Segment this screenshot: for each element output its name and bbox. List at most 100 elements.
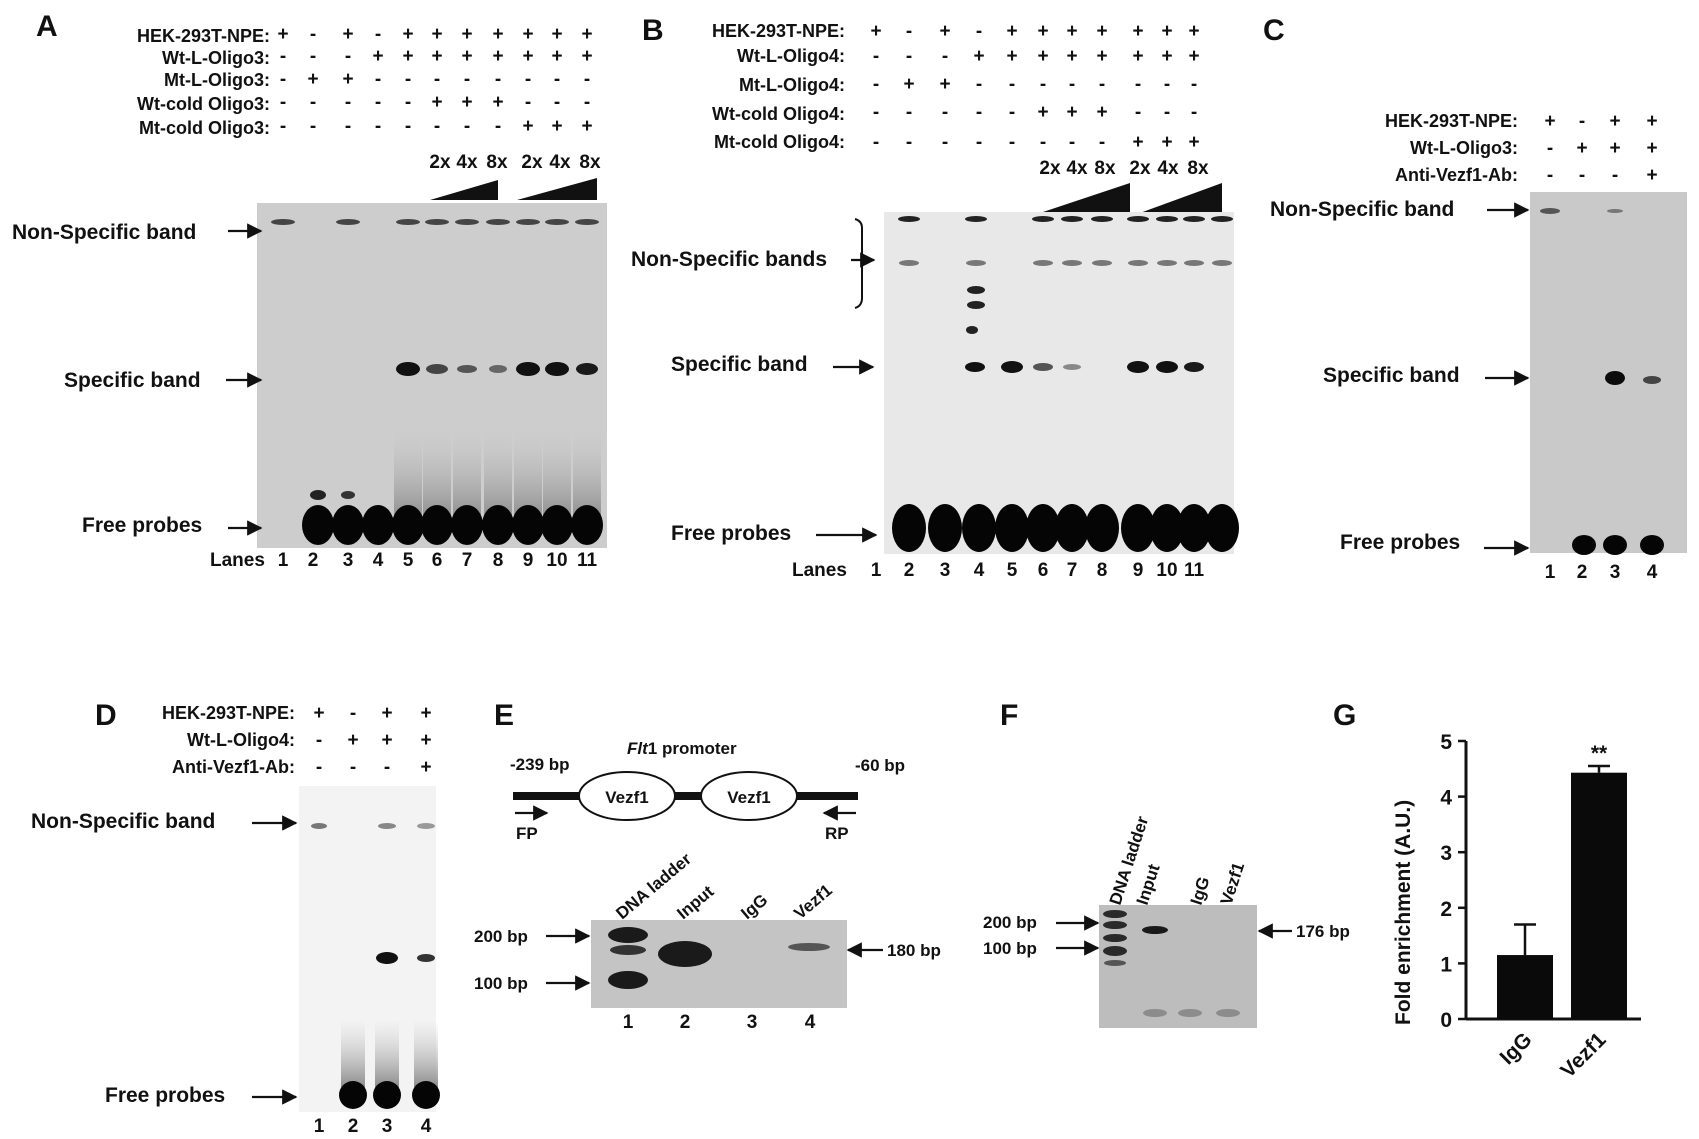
panel-d-condition-names: HEK-293T-NPE: Wt-L-Oligo4: Anti-Vezf1-Ab… [162,703,295,777]
lane-number: 4 [805,1012,816,1033]
promoter-title: Flt1 promoter [627,739,737,758]
lane-number: 11 [577,550,598,571]
lane-number: 5 [1007,560,1018,581]
lane-number: 2 [680,1012,691,1033]
gel-band [967,286,985,294]
gel-band [425,219,449,225]
dose-wedge [1140,183,1222,213]
condition-sign: + [420,730,431,751]
gel-band [1640,535,1664,555]
gel-band [1177,504,1211,552]
gel-band [892,504,926,552]
product-size: 180 bp [887,941,941,960]
gel-band [899,260,919,266]
condition-sign: + [1544,111,1555,132]
gel-band [898,216,920,222]
gel-band [336,219,360,225]
marker-label: 100 bp [474,974,528,993]
nonspecific-band-label: Non-Specific band [12,221,196,244]
gel-band [311,823,327,829]
gel-band [1212,260,1232,266]
gel-band [1032,216,1054,222]
gel-band [451,505,483,545]
condition-sign: - [1164,102,1170,123]
dose-label: 4x [456,152,478,173]
condition-sign: + [492,24,503,45]
condition-sign: - [464,69,470,90]
gel-band [341,491,355,499]
condition-sign: - [310,116,316,137]
lane-number: 4 [421,1116,432,1137]
condition-sign: + [461,24,472,45]
gel-band [455,219,479,225]
condition-sign: - [350,757,356,778]
lane-number: 3 [382,1116,393,1137]
condition-sign: + [402,24,413,45]
lane-number: 7 [1067,560,1078,581]
gel-band [512,505,544,545]
condition-sign: - [1191,102,1197,123]
condition-sign: + [1006,21,1017,42]
site-label: Vezf1 [605,788,648,807]
condition-sign: + [522,46,533,67]
gel-band [1643,376,1661,384]
gel-band [421,505,453,545]
condition-sign: + [307,69,318,90]
lane-number: 1 [623,1012,634,1033]
gel-band [376,952,398,964]
lane-number: 3 [940,560,951,581]
gel-band [1062,260,1082,266]
gel-band [788,943,830,951]
condition-sign: - [316,757,322,778]
gel-band [928,504,962,552]
condition-sign: + [1037,102,1048,123]
gel-smear [414,1020,438,1090]
gel-band [516,362,540,376]
panel-g: G Fold enrichment (A.U.) 0 1 2 3 4 5 IgG Vezf1 *… [1333,699,1641,1083]
condition-sign: + [939,21,950,42]
gel-smear [375,1020,399,1090]
condition-sign: + [381,703,392,724]
lane-number: 6 [1038,560,1049,581]
gel-band [1001,361,1023,373]
gel-band [576,363,598,375]
gel-band [1103,910,1127,918]
y-tick-label: 0 [1440,1009,1452,1032]
condition-name: Anti-Vezf1-Ab: [1395,165,1518,185]
free-probes-label: Free probes [82,514,202,537]
gel-band [967,301,985,309]
condition-sign: - [316,730,322,751]
gel-band [1092,260,1112,266]
free-probes-label: Free probes [105,1084,225,1107]
gel-band [271,219,295,225]
condition-sign: - [1135,102,1141,123]
nonspecific-band-label: Non-Specific band [1270,198,1454,221]
specific-band-label: Specific band [671,353,808,376]
condition-sign: - [345,92,351,113]
marker-label: 200 bp [983,913,1037,932]
condition-name: Mt-cold Oligo4: [714,132,845,152]
condition-sign: - [1009,102,1015,123]
promoter-word: 1 promoter [648,739,737,758]
condition-sign: - [280,69,286,90]
promoter-gene: Flt [627,739,649,758]
x-tick-label: Vezf1 [1556,1028,1610,1082]
gel-col-label: IgG [1187,874,1214,907]
gel-band [396,362,420,376]
gel-band [1033,363,1053,371]
lane-number: 1 [278,550,289,571]
condition-sign: + [1066,46,1077,67]
gel-band [1103,946,1127,956]
condition-sign: - [310,92,316,113]
lane-number: 11 [1184,560,1205,581]
condition-sign: - [280,116,286,137]
gel-band [658,941,712,967]
gel-d [299,786,436,1112]
gel-band [1150,504,1184,552]
condition-sign: + [551,46,562,67]
gel-band [571,505,603,545]
gel-band [1211,216,1233,222]
condition-sign: - [976,102,982,123]
condition-sign: - [1135,74,1141,95]
